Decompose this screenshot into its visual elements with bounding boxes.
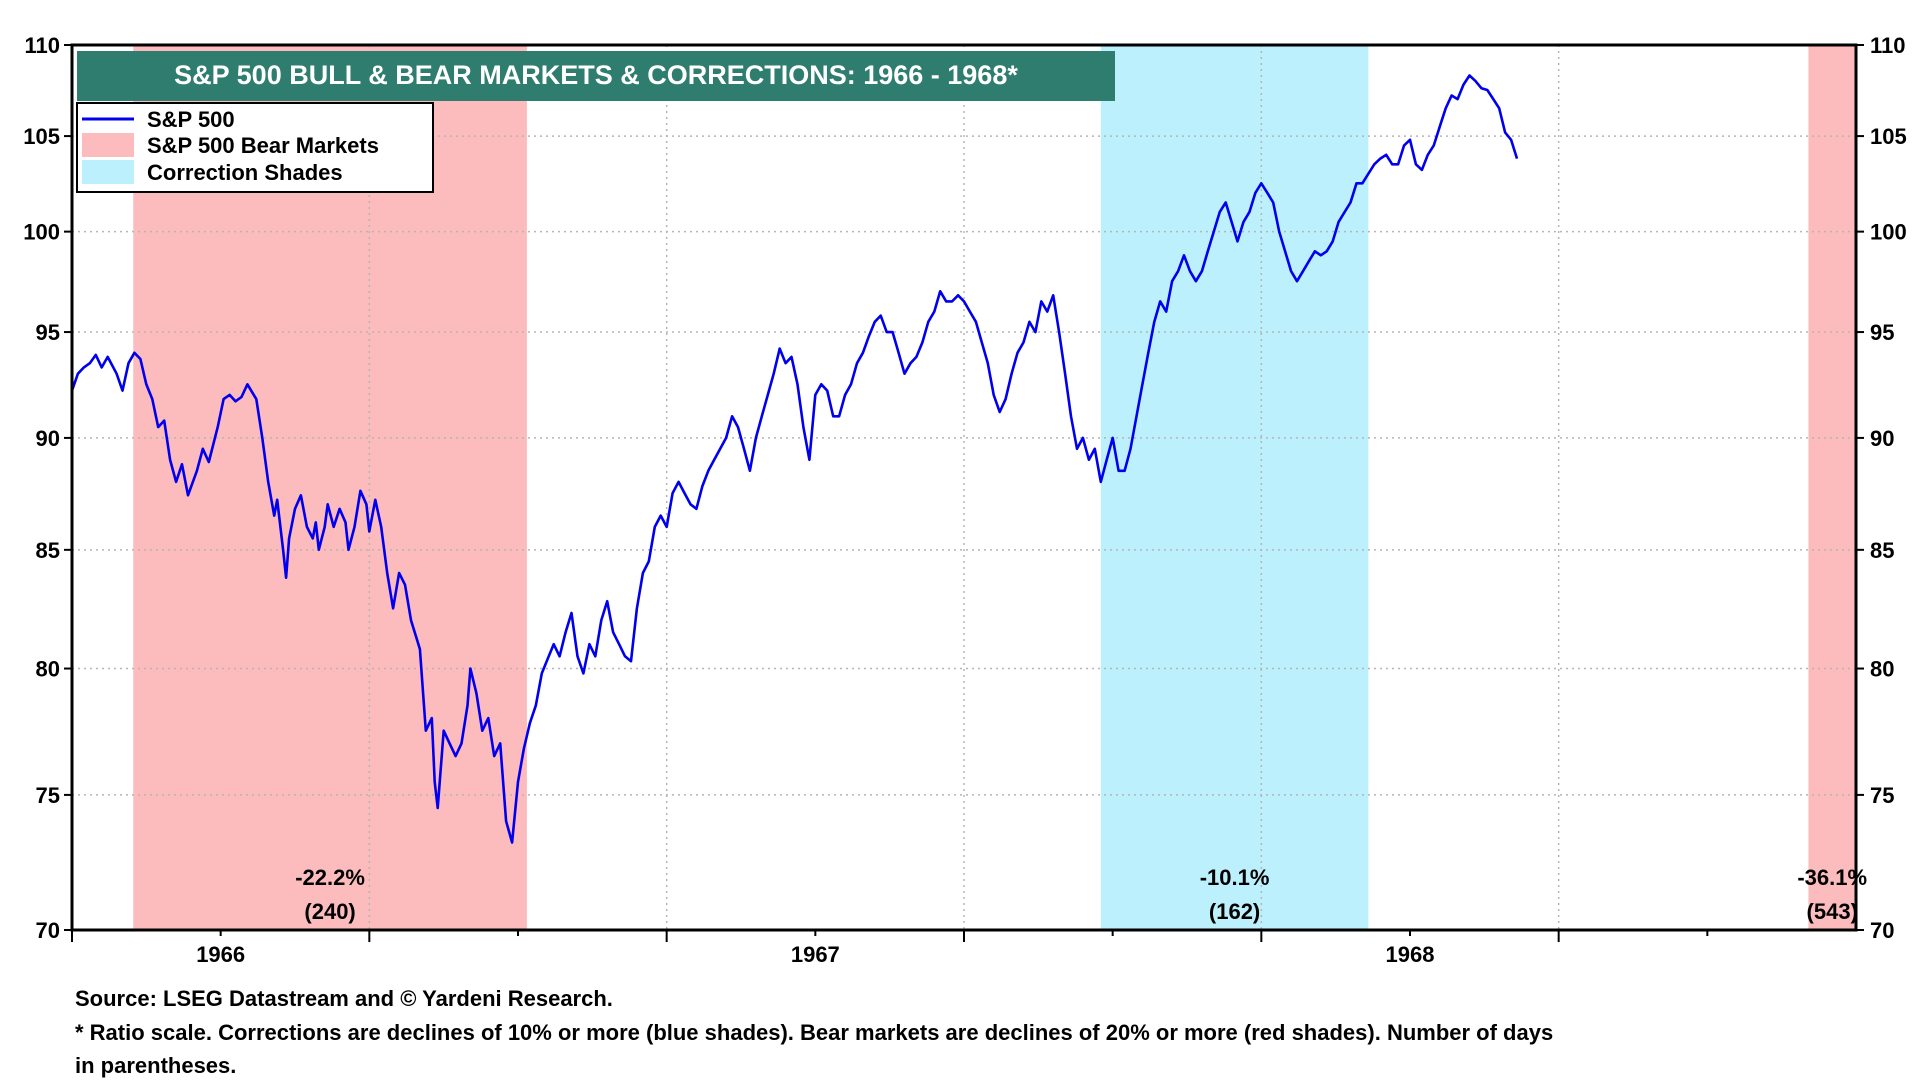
legend-label-bear: S&P 500 Bear Markets <box>147 133 379 158</box>
y-tick-label-right: 110 <box>1870 33 1906 58</box>
series-line-sp500 <box>70 74 1519 844</box>
shade-correction-1 <box>1100 45 1369 930</box>
y-tick-label-right: 80 <box>1870 657 1894 682</box>
y-tick-label-right: 85 <box>1870 538 1894 563</box>
title-banner: S&P 500 BULL & BEAR MARKETS & CORRECTION… <box>77 51 1115 101</box>
chart-title: S&P 500 BULL & BEAR MARKETS & CORRECTION… <box>174 60 1018 90</box>
axis-layer: 70 70 75 75 80 80 85 85 90 90 95 95 100 100 105 105 110 1… <box>23 33 1906 967</box>
legend: S&P 500 S&P 500 Bear Markets Correction … <box>76 102 434 193</box>
footnote-line-2: in parentheses. <box>75 1053 237 1078</box>
y-tick-label-left: 100 <box>23 220 60 245</box>
y-tick-label-left: 80 <box>36 657 60 682</box>
y-tick-label-right: 75 <box>1870 783 1894 808</box>
y-tick-label-right: 100 <box>1870 220 1907 245</box>
y-tick-label-left: 90 <box>36 426 60 451</box>
y-tick-label-left: 110 <box>25 33 61 58</box>
x-tick-label: 1966 <box>196 942 245 967</box>
y-tick-label-left: 75 <box>36 783 60 808</box>
y-tick-label-left: 105 <box>23 124 60 149</box>
shade-pct-label: -36.1% <box>1797 865 1867 890</box>
shade-days-label: (240) <box>304 899 355 924</box>
shade-pct-label: -22.2% <box>295 865 365 890</box>
x-tick-label: 1968 <box>1386 942 1435 967</box>
source-note: Source: LSEG Datastream and © Yardeni Re… <box>75 986 613 1011</box>
y-tick-label-left: 95 <box>36 320 60 345</box>
legend-box <box>76 102 434 193</box>
y-tick-label-left: 70 <box>36 918 60 943</box>
footnote-line-1: * Ratio scale. Corrections are declines … <box>75 1020 1554 1045</box>
series-layer <box>70 74 1519 844</box>
y-tick-label-right: 70 <box>1870 918 1894 943</box>
y-tick-label-right: 105 <box>1870 124 1907 149</box>
y-tick-label-right: 90 <box>1870 426 1894 451</box>
shade-bear-2 <box>1808 45 1856 930</box>
legend-swatch-correction <box>82 160 134 184</box>
label-layer: -22.2% (240) -10.1% (162) -36.1% (543) <box>295 865 1867 924</box>
legend-label-correction: Correction Shades <box>147 160 343 185</box>
shade-days-label: (162) <box>1209 899 1260 924</box>
x-tick-label: 1967 <box>791 942 840 967</box>
legend-swatch-bear <box>82 133 134 157</box>
shade-pct-label: -10.1% <box>1200 865 1270 890</box>
y-tick-label-right: 95 <box>1870 320 1894 345</box>
y-tick-label-left: 85 <box>36 538 60 563</box>
legend-label-sp500: S&P 500 <box>147 107 235 132</box>
shade-days-label: (543) <box>1807 899 1858 924</box>
